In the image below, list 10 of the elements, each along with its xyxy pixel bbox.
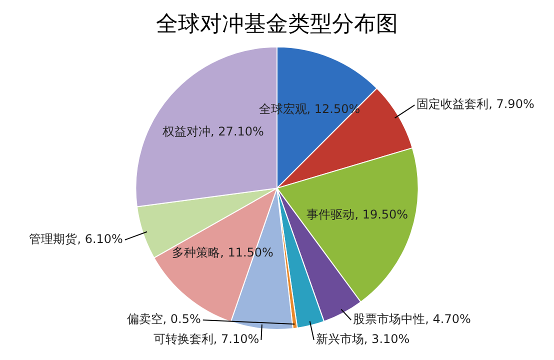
slice-label: 事件驱动, 19.50% xyxy=(306,207,408,222)
chart-title: 全球对冲基金类型分布图 xyxy=(156,12,398,37)
slice-label: 可转换套利, 7.10% xyxy=(153,332,260,346)
slice-label: 管理期货, 6.10% xyxy=(29,232,123,246)
slice-label: 多种策略, 11.50% xyxy=(172,245,274,260)
slice-label: 股票市场中性, 4.70% xyxy=(353,312,471,326)
slice-label: 固定收益套利, 7.90% xyxy=(416,97,534,112)
slice-label: 新兴市场, 3.10% xyxy=(316,332,410,346)
slice-label: 权益对冲, 27.10% xyxy=(162,124,264,138)
slice-label: 偏卖空, 0.5% xyxy=(126,312,201,326)
